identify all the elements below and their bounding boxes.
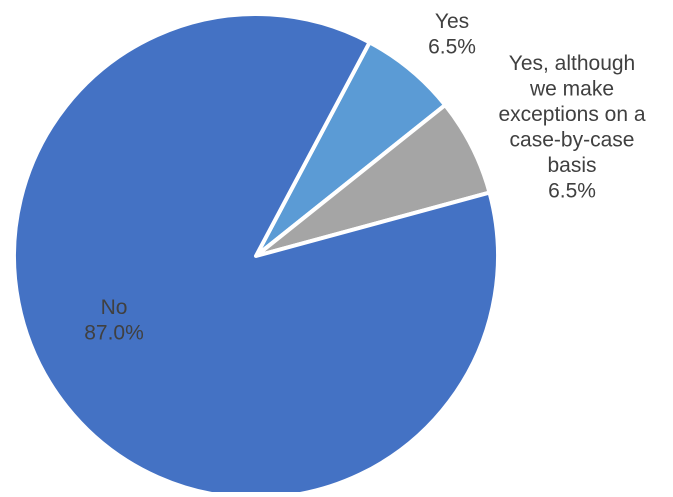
slice-label-3: No 87.0%: [84, 296, 144, 345]
slice-label-3-line: 87.0%: [84, 322, 144, 345]
slice-label-1-line: Yes: [435, 10, 469, 33]
slice-label-2-line: Yes, although: [509, 52, 636, 75]
slice-label-1-line: 6.5%: [428, 36, 476, 59]
slice-label-2-line: exceptions on a: [498, 103, 645, 126]
slice-label-2-line: case-by-case: [510, 129, 635, 152]
pie-slices: [12, 12, 500, 497]
slice-label-2: Yes, although we make exceptions on a case-…: [498, 52, 645, 203]
slice-label-2-line: basis: [547, 154, 596, 177]
slice-label-3-line: No: [101, 296, 128, 319]
pie-slice-3: [12, 12, 500, 497]
slice-label-2-line: 6.5%: [548, 180, 596, 203]
slice-label-1: Yes 6.5%: [428, 10, 476, 59]
slice-label-2-line: we make: [529, 78, 614, 101]
pie-labels: Yes 6.5% Yes, although we make exceptions on…: [84, 10, 646, 345]
